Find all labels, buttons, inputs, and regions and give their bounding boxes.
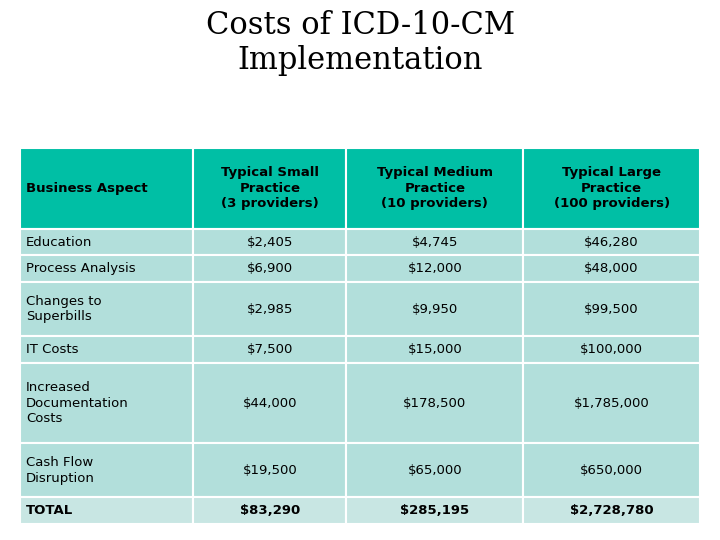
Text: Changes to
Superbills: Changes to Superbills: [26, 295, 102, 323]
Text: $100,000: $100,000: [580, 343, 643, 356]
Text: $7,500: $7,500: [247, 343, 293, 356]
Bar: [194, 282, 346, 336]
Text: $4,745: $4,745: [412, 235, 458, 248]
Bar: [20, 443, 194, 497]
Text: $1,785,000: $1,785,000: [574, 397, 649, 410]
Text: Typical Medium
Practice
(10 providers): Typical Medium Practice (10 providers): [377, 166, 492, 210]
Bar: [194, 443, 346, 497]
Bar: [523, 443, 700, 497]
Text: $83,290: $83,290: [240, 504, 300, 517]
Bar: [523, 336, 700, 363]
Bar: [346, 228, 523, 255]
Text: Process Analysis: Process Analysis: [26, 262, 135, 275]
Text: $65,000: $65,000: [408, 464, 462, 477]
Bar: [346, 443, 523, 497]
Text: $44,000: $44,000: [243, 397, 297, 410]
Bar: [20, 497, 194, 524]
Bar: [346, 497, 523, 524]
Text: $2,985: $2,985: [247, 302, 293, 316]
Text: $2,405: $2,405: [247, 235, 293, 248]
Bar: [20, 363, 194, 443]
Bar: [194, 228, 346, 255]
Bar: [523, 282, 700, 336]
Text: Business Aspect: Business Aspect: [26, 182, 148, 195]
Bar: [194, 497, 346, 524]
Bar: [20, 336, 194, 363]
Bar: [194, 336, 346, 363]
Text: $46,280: $46,280: [585, 235, 639, 248]
Text: TOTAL: TOTAL: [26, 504, 73, 517]
Bar: [194, 148, 346, 228]
Text: $99,500: $99,500: [585, 302, 639, 316]
Text: $178,500: $178,500: [403, 397, 467, 410]
Text: Typical Large
Practice
(100 providers): Typical Large Practice (100 providers): [554, 166, 670, 210]
Bar: [523, 363, 700, 443]
Bar: [523, 148, 700, 228]
Bar: [194, 363, 346, 443]
Bar: [346, 363, 523, 443]
Text: $285,195: $285,195: [400, 504, 469, 517]
Bar: [20, 255, 194, 282]
Bar: [20, 228, 194, 255]
Text: $48,000: $48,000: [585, 262, 639, 275]
Text: Education: Education: [26, 235, 92, 248]
Bar: [346, 148, 523, 228]
Bar: [20, 282, 194, 336]
Text: Typical Small
Practice
(3 providers): Typical Small Practice (3 providers): [221, 166, 319, 210]
Bar: [523, 497, 700, 524]
Text: $6,900: $6,900: [247, 262, 293, 275]
Bar: [20, 148, 194, 228]
Text: $9,950: $9,950: [412, 302, 458, 316]
Bar: [346, 255, 523, 282]
Text: $15,000: $15,000: [408, 343, 462, 356]
Text: Increased
Documentation
Costs: Increased Documentation Costs: [26, 381, 129, 425]
Text: Cash Flow
Disruption: Cash Flow Disruption: [26, 456, 95, 484]
Bar: [346, 282, 523, 336]
Text: $650,000: $650,000: [580, 464, 643, 477]
Text: $12,000: $12,000: [408, 262, 462, 275]
Bar: [523, 228, 700, 255]
Text: Costs of ICD-10-CM
Implementation: Costs of ICD-10-CM Implementation: [205, 10, 515, 76]
Text: $19,500: $19,500: [243, 464, 297, 477]
Bar: [346, 336, 523, 363]
Text: IT Costs: IT Costs: [26, 343, 78, 356]
Text: $2,728,780: $2,728,780: [570, 504, 654, 517]
Bar: [523, 255, 700, 282]
Bar: [194, 255, 346, 282]
